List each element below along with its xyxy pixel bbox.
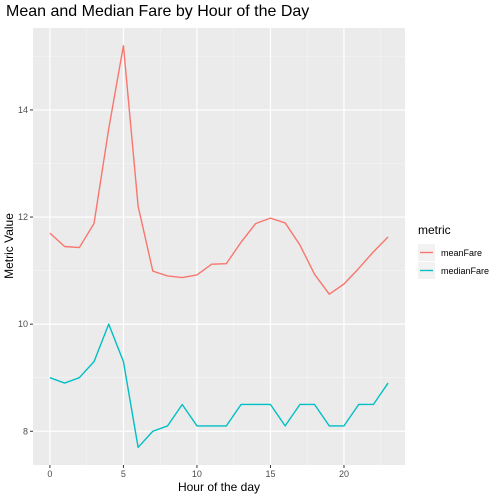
series-layer (49, 44, 389, 449)
y-tick-label: 10 (18, 319, 28, 329)
chart-title: Mean and Median Fare by Hour of the Day (6, 3, 309, 20)
series-line-meanFare (49, 44, 389, 295)
series-line-medianFare (49, 323, 389, 449)
plot-panel (33, 28, 405, 465)
x-tick-label: 5 (121, 469, 126, 479)
x-axis-title: Hour of the day (178, 480, 260, 494)
x-axis: 0 5 10 15 20 (47, 465, 349, 479)
x-tick-label: 0 (47, 469, 52, 479)
x-tick-label: 15 (265, 469, 275, 479)
legend: metric meanFare medianFare (418, 223, 489, 279)
y-axis: 8 10 12 14 (18, 105, 33, 436)
x-tick-label: 10 (192, 469, 202, 479)
y-axis-title: Metric Value (2, 213, 16, 279)
legend-title: metric (418, 223, 451, 237)
y-tick-label: 12 (18, 212, 28, 222)
grid (33, 28, 405, 465)
x-tick-label: 20 (339, 469, 349, 479)
legend-label-medianFare: medianFare (441, 266, 489, 276)
y-tick-label: 14 (18, 105, 28, 115)
y-tick-label: 8 (23, 426, 28, 436)
legend-label-meanFare: meanFare (441, 248, 482, 258)
